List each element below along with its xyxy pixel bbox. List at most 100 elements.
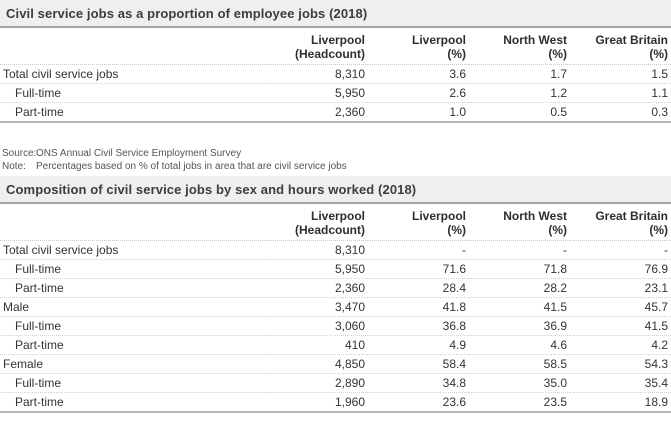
row-label: Total civil service jobs — [0, 64, 267, 84]
row-label: Part-time — [0, 335, 267, 355]
proportion-table-body: Total civil service jobs 8,310 3.6 1.7 1.5 Fu… — [0, 64, 671, 123]
cell-value: 2.6 — [368, 83, 469, 103]
composition-table-header: Liverpool (Headcount) Liverpool (%) North We… — [0, 204, 671, 241]
table-row: Full-time 5,950 71.6 71.8 76.9 — [0, 259, 671, 279]
cell-value: - — [570, 240, 671, 260]
column-header-line2: (Headcount) — [295, 223, 365, 237]
table-row: Part-time 1,960 23.6 23.5 18.9 — [0, 393, 671, 413]
source-text: ONS Annual Civil Service Employment Surv… — [36, 148, 242, 159]
cell-value: - — [368, 240, 469, 260]
row-label: Part-time — [15, 395, 64, 409]
table-row: Part-time 410 4.9 4.6 4.2 — [0, 335, 671, 355]
column-header-line1: Great Britain — [595, 209, 668, 223]
table-row: Full-time 3,060 36.8 36.9 41.5 — [0, 316, 671, 336]
cell-value: 23.5 — [543, 395, 567, 409]
note-line: Note: Percentages based on % of total job… — [2, 160, 671, 173]
table-row: Full-time 5,950 2.6 1.2 1.1 — [0, 83, 671, 103]
cell-value: 23.6 — [442, 395, 466, 409]
column-header: Great Britain (%) — [570, 204, 671, 241]
cell-value: 28.4 — [368, 278, 469, 298]
column-header-line2: (%) — [447, 223, 466, 237]
note-text: Percentages based on % of total jobs in … — [36, 161, 347, 172]
cell-value: 41.5 — [570, 316, 671, 336]
column-header-line1: Liverpool — [411, 209, 466, 223]
cell-value: 8,310 — [267, 240, 368, 260]
cell-value: 1.5 — [570, 64, 671, 84]
cell-value: 36.9 — [469, 316, 570, 336]
cell-value: 54.3 — [570, 354, 671, 374]
cell-value: 2,360 — [267, 278, 368, 298]
cell-value: 5,950 — [267, 259, 368, 279]
footnotes: Source:ONS Annual Civil Service Employme… — [0, 147, 671, 173]
cell-value: 35.0 — [469, 373, 570, 393]
column-header-line1: Liverpool — [411, 33, 466, 47]
column-header-line2: (%) — [447, 47, 466, 61]
column-header-line1: Great Britain — [595, 33, 668, 47]
section-title-proportion: Civil service jobs as a proportion of em… — [0, 0, 671, 28]
column-header: Liverpool (%) — [368, 204, 469, 241]
column-header: Liverpool (Headcount) — [267, 204, 368, 241]
cell-value: 71.6 — [368, 259, 469, 279]
table-row: Total civil service jobs 8,310 3.6 1.7 1.5 — [0, 64, 671, 84]
row-label: Full-time — [0, 316, 267, 336]
cell-value: 41.5 — [469, 297, 570, 317]
column-header-line2: (%) — [649, 47, 668, 61]
proportion-table: Liverpool (Headcount) Liverpool (%) North We… — [0, 28, 671, 123]
cell-value: 3.6 — [368, 64, 469, 84]
cell-value: 34.8 — [368, 373, 469, 393]
cell-value: 0.3 — [651, 105, 668, 119]
cell-value: 3,060 — [267, 316, 368, 336]
cell-value: 2,890 — [267, 373, 368, 393]
composition-table-body: Total civil service jobs 8,310- - - Full-tim… — [0, 240, 671, 413]
cell-value: 2,360 — [334, 105, 365, 119]
row-label: Full-time — [0, 373, 267, 393]
column-header-line2: (%) — [649, 223, 668, 237]
cell-value: 4.6 — [469, 335, 570, 355]
cell-value: 1.1 — [570, 83, 671, 103]
column-header: Liverpool (%) — [368, 28, 469, 65]
note-label: Note: — [2, 161, 26, 172]
row-label: Full-time — [0, 83, 267, 103]
section-composition-by-sex-hours: Composition of civil service jobs by sex… — [0, 176, 671, 413]
cell-value: 45.7 — [570, 297, 671, 317]
header-row: Liverpool (Headcount) Liverpool (%) North We… — [0, 28, 671, 65]
row-label: Male — [0, 297, 267, 317]
cell-value: 35.4 — [570, 373, 671, 393]
table-row: Part-time 2,360 1.0 0.5 0.3 — [0, 103, 671, 123]
cell-value: 4,850 — [267, 354, 368, 374]
column-header-line1: Liverpool — [310, 33, 365, 47]
cell-value: 71.8 — [469, 259, 570, 279]
column-header-line1: North West — [503, 209, 567, 223]
column-header-line2: (Headcount) — [295, 47, 365, 61]
cell-value: - — [469, 240, 570, 260]
row-label: Total civil service jobs — [0, 240, 267, 260]
composition-table: Liverpool (Headcount) Liverpool (%) North We… — [0, 204, 671, 413]
cell-value: 8,310 — [267, 64, 368, 84]
cell-value: 36.8 — [368, 316, 469, 336]
proportion-table-header: Liverpool (Headcount) Liverpool (%) North We… — [0, 28, 671, 65]
cell-value: 0.5 — [550, 105, 567, 119]
column-header: Great Britain (%) — [570, 28, 671, 65]
row-label: Full-time — [0, 259, 267, 279]
cell-value: 58.4 — [368, 354, 469, 374]
source-label: Source: — [2, 148, 37, 159]
row-label: Female — [0, 354, 267, 374]
section-proportion-of-employee-jobs: Civil service jobs as a proportion of em… — [0, 0, 671, 173]
column-header: Liverpool (Headcount) — [267, 28, 368, 65]
table-row: Total civil service jobs 8,310- - - — [0, 240, 671, 260]
table-row: Female 4,850 58.4 58.5 54.3 — [0, 354, 671, 374]
cell-value: 1,960 — [334, 395, 365, 409]
column-header: North West (%) — [469, 28, 570, 65]
cell-value: 41.8 — [368, 297, 469, 317]
table-row: Part-time 2,360 28.4 28.2 23.1 — [0, 278, 671, 298]
row-label-column-header — [0, 28, 267, 65]
row-label: Part-time — [15, 105, 64, 119]
cell-value: 1.0 — [449, 105, 466, 119]
column-header: North West (%) — [469, 204, 570, 241]
source-line: Source:ONS Annual Civil Service Employme… — [2, 147, 671, 160]
cell-value: 76.9 — [570, 259, 671, 279]
cell-value: 1.7 — [469, 64, 570, 84]
cell-value: 58.5 — [469, 354, 570, 374]
column-header-line2: (%) — [548, 223, 567, 237]
cell-value: 410 — [267, 335, 368, 355]
